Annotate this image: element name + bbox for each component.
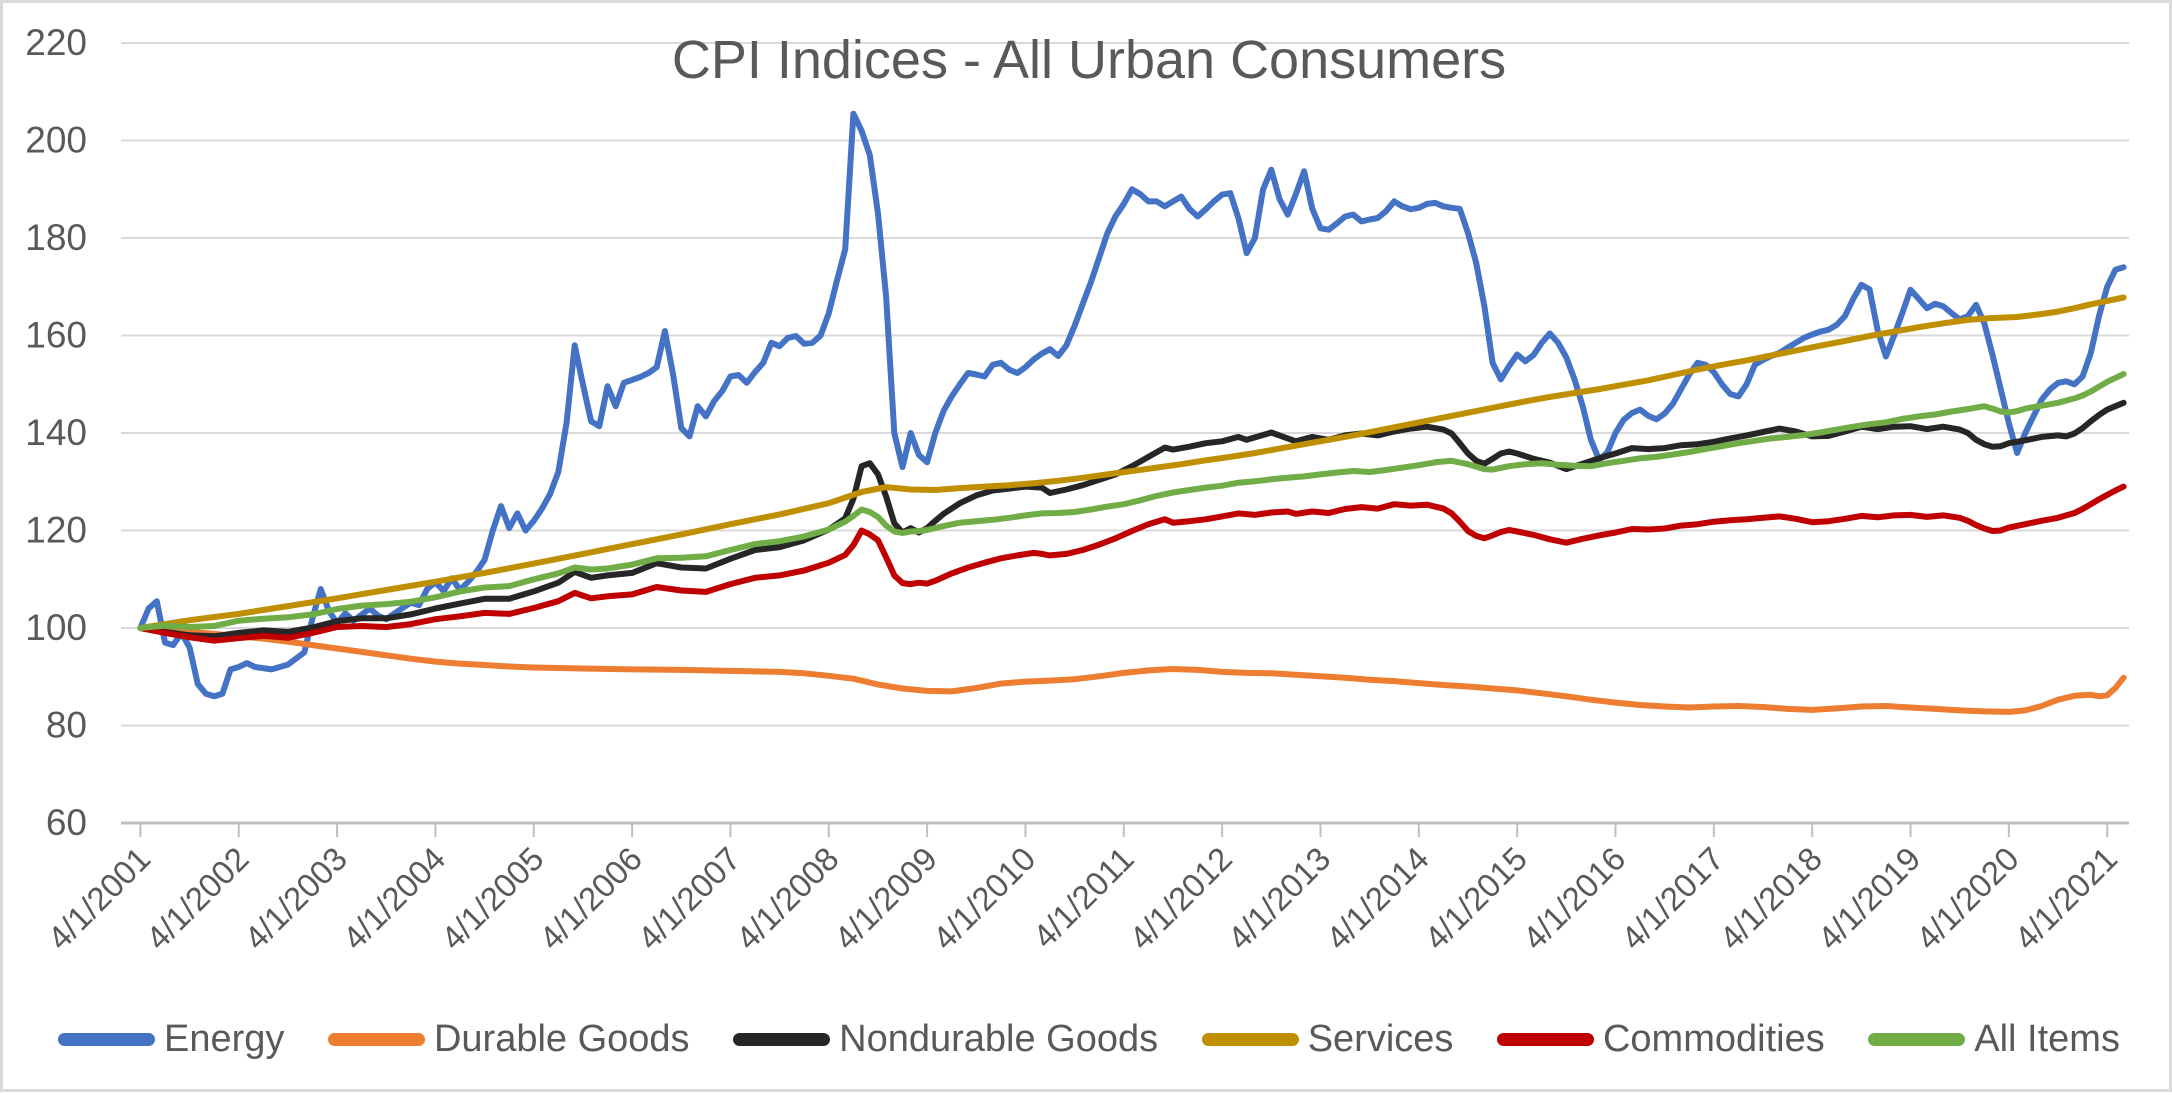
- x-tick-label-4-1-2007: 4/1/2007: [630, 840, 747, 957]
- chart-title[interactable]: CPI Indices - All Urban Consumers: [671, 30, 1507, 90]
- y-tick-label-60: 60: [46, 802, 87, 843]
- series-line-services[interactable]: [137, 294, 2127, 631]
- series-line-durable-goods[interactable]: [137, 625, 2127, 715]
- x-tick-label-4-1-2011: 4/1/2011: [1025, 840, 1140, 955]
- legend-swatch-nondurable-goods: [733, 1033, 831, 1046]
- legend-swatch-services: [1201, 1033, 1299, 1046]
- x-tick-label-4-1-2012: 4/1/2012: [1122, 840, 1239, 957]
- legend-item-services[interactable]: Services: [1201, 1018, 1454, 1061]
- x-tick-label-4-1-2001: 4/1/2001: [40, 840, 157, 957]
- x-tick-label-4-1-2005: 4/1/2005: [434, 840, 551, 957]
- series-line-commodities[interactable]: [137, 483, 2127, 644]
- legend-swatch-durable-goods: [327, 1033, 425, 1046]
- x-tick-label-4-1-2010: 4/1/2010: [925, 840, 1042, 957]
- y-tick-label-120: 120: [25, 510, 87, 551]
- x-tick-label-4-1-2008: 4/1/2008: [729, 840, 846, 957]
- x-tick-label-4-1-2002: 4/1/2002: [139, 840, 256, 957]
- x-tick-label-4-1-2016: 4/1/2016: [1515, 840, 1632, 957]
- legend-swatch-all-items: [1868, 1033, 1966, 1046]
- legend-swatch-energy: [58, 1033, 155, 1046]
- y-tick-label-140: 140: [25, 412, 87, 453]
- series-line-all-items[interactable]: [137, 371, 2127, 631]
- legend-label-services: Services: [1307, 1018, 1454, 1060]
- plot-area: 22020018016014012010080604/1/20014/1/200…: [25, 22, 2129, 957]
- legend-item-all-items[interactable]: All Items: [1868, 1018, 2120, 1061]
- legend-label-energy: Energy: [164, 1018, 285, 1060]
- x-tick-label-4-1-2015: 4/1/2015: [1417, 840, 1534, 957]
- legend-label-nondurable-goods: Nondurable Goods: [839, 1018, 1159, 1060]
- x-tick-label-4-1-2003: 4/1/2003: [237, 840, 354, 957]
- y-tick-label-100: 100: [25, 607, 87, 648]
- series-line-energy[interactable]: [137, 110, 2127, 700]
- x-tick-label-4-1-2021: 4/1/2021: [2007, 840, 2124, 957]
- x-tick-label-4-1-2009: 4/1/2009: [827, 840, 944, 957]
- legend-label-commodities: Commodities: [1602, 1018, 1825, 1060]
- y-tick-label-80: 80: [46, 705, 87, 746]
- x-tick-label-4-1-2019: 4/1/2019: [1810, 840, 1927, 957]
- x-tick-label-4-1-2020: 4/1/2020: [1909, 840, 2026, 957]
- legend: Energy Durable Goods Nondurable Goods Servi…: [3, 1018, 2172, 1061]
- legend-item-energy[interactable]: Energy: [58, 1018, 284, 1061]
- y-tick-label-200: 200: [25, 120, 87, 161]
- legend-item-commodities[interactable]: Commodities: [1496, 1018, 1825, 1061]
- y-tick-label-180: 180: [25, 217, 87, 258]
- legend-label-durable-goods: Durable Goods: [433, 1018, 690, 1060]
- y-tick-label-220: 220: [25, 22, 87, 63]
- x-tick-label-4-1-2013: 4/1/2013: [1220, 840, 1337, 957]
- legend-swatch-commodities: [1496, 1033, 1594, 1046]
- x-tick-label-4-1-2004: 4/1/2004: [335, 840, 452, 957]
- x-tick-label-4-1-2014: 4/1/2014: [1319, 840, 1436, 957]
- legend-label-all-items: All Items: [1974, 1018, 2120, 1060]
- series-line-nondurable-goods[interactable]: [137, 399, 2127, 640]
- legend-item-durable-goods[interactable]: Durable Goods: [327, 1018, 690, 1061]
- x-tick-label-4-1-2018: 4/1/2018: [1712, 840, 1829, 957]
- legend-item-nondurable-goods[interactable]: Nondurable Goods: [733, 1018, 1158, 1061]
- y-tick-label-160: 160: [25, 315, 87, 356]
- x-tick-label-4-1-2017: 4/1/2017: [1614, 840, 1731, 957]
- x-tick-label-4-1-2006: 4/1/2006: [532, 840, 649, 957]
